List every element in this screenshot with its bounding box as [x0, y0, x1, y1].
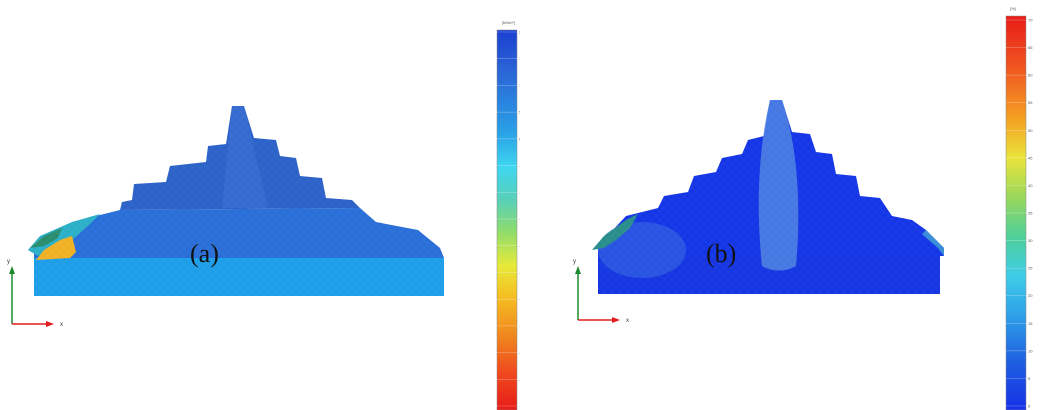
colorbar-tick-label: 50	[1028, 128, 1033, 133]
colorbar-tick-label: 50.00	[519, 110, 520, 115]
colorbar-tick-label: 10	[1028, 348, 1033, 353]
colorbar-tick-label: -50.00	[519, 163, 520, 168]
colorbar-tick-label: -400.00	[519, 350, 520, 355]
colorbar-tick-label: -300.00	[519, 297, 520, 302]
x-axis-arrowhead	[612, 317, 620, 323]
colorbar-scale	[1005, 15, 1027, 410]
colorbar-tick-label: 0.00	[519, 136, 520, 141]
y-axis-arrowhead	[575, 266, 581, 274]
colorbar-tick-label: -100.00	[519, 190, 520, 195]
colorbar-tick-label: 0	[1028, 404, 1031, 409]
colorbar-tick-label: -250.00	[519, 270, 520, 275]
x-axis-label: x	[626, 318, 629, 324]
colorbar-tick-label: -450.00	[519, 377, 520, 382]
colorbar-tick-label: -350.00	[519, 323, 520, 328]
colorbar: [kN/m²] 200.00 150.00 100.00 50.00 0.00 -50.0…	[496, 20, 520, 410]
colorbar-tick-label: 5	[1028, 376, 1031, 381]
colorbar-tick-label: 40	[1028, 183, 1033, 188]
colorbar-tick-label: 100.00	[519, 83, 520, 88]
x-axis-label: x	[60, 322, 63, 328]
colorbar-tick-label: 60	[1028, 73, 1033, 78]
colorbar-scale	[496, 29, 518, 410]
panel-label: (a)	[190, 239, 219, 268]
colorbar-unit: [%]	[1010, 6, 1016, 11]
panel-a-canvas: (a) y x [kN/m²] 200.00 150.00 100.00 50.00 0…	[7, 20, 520, 410]
colorbar-tick-label: 70	[1028, 18, 1033, 23]
colorbar-tick-label: -500.00	[519, 404, 520, 409]
colorbar-tick-label: 25	[1028, 266, 1033, 271]
axis-triad: y x	[573, 259, 629, 324]
colorbar-tick-label: 35	[1028, 211, 1033, 216]
colorbar-tick-label: 200.00	[519, 30, 520, 35]
x-axis-arrowhead	[46, 321, 54, 327]
y-axis-arrowhead	[9, 266, 15, 274]
axis-triad: y x	[7, 259, 63, 328]
colorbar-tick-label: 20	[1028, 293, 1033, 298]
colorbar-unit: [kN/m²]	[502, 20, 515, 25]
colorbar-tick-label: 30	[1028, 238, 1033, 243]
panel-a: (a) y x [kN/m²] 200.00 150.00 100.00 50.00 0…	[7, 20, 520, 410]
colorbar-tick-label: -200.00	[519, 243, 520, 248]
colorbar-ticks: 200.00 150.00 100.00 50.00 0.00 -50.00 -100.00…	[497, 30, 520, 409]
panel-b: (b) y x [%] 70 65 60 55 50 45 40 35 30 25 20 15 10 5 0	[560, 0, 1040, 410]
panel-label: (b)	[706, 239, 736, 268]
y-axis-label: y	[7, 259, 10, 265]
colorbar-tick-label: 45	[1028, 155, 1033, 160]
colorbar-tick-label: 15	[1028, 321, 1033, 326]
y-axis-label: y	[573, 259, 576, 265]
mesh-overlay	[28, 100, 448, 300]
colorbar-tick-label: 150.00	[519, 56, 520, 61]
colorbar-tick-label: 55	[1028, 100, 1033, 105]
colorbar-tick-label: -150.00	[519, 217, 520, 222]
mesh-overlay	[590, 96, 950, 300]
colorbar-tick-label: 65	[1028, 45, 1033, 50]
